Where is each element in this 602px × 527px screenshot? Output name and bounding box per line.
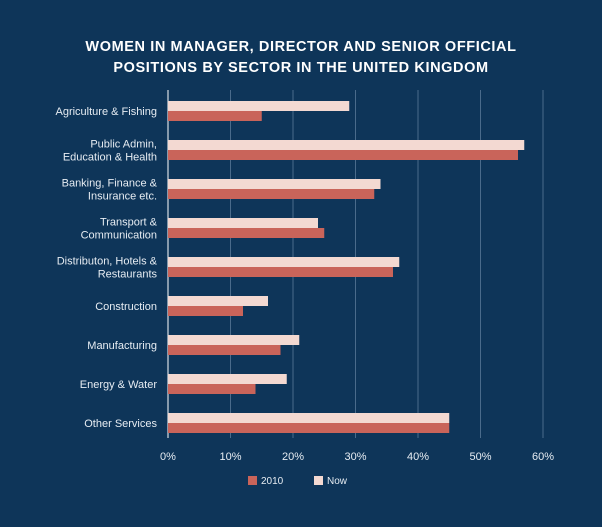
bar-now — [168, 374, 287, 384]
bar-now — [168, 101, 350, 111]
bar-2010 — [168, 423, 450, 433]
category-label: Education & Health — [63, 152, 157, 164]
bar-now — [168, 179, 381, 189]
bar-now — [168, 218, 318, 228]
x-tick-label: 50% — [469, 451, 491, 463]
x-tick-label: 20% — [282, 451, 304, 463]
category-label: Other Services — [84, 418, 157, 430]
bar-now — [168, 257, 400, 267]
chart-title-line-2: POSITIONS BY SECTOR IN THE UNITED KINGDO… — [113, 60, 489, 76]
bar-2010 — [168, 345, 281, 355]
bar-2010 — [168, 306, 243, 316]
bar-2010 — [168, 189, 375, 199]
category-label: Construction — [95, 301, 157, 313]
bar-2010 — [168, 384, 256, 394]
category-label: Transport & — [100, 217, 158, 229]
chart-title-line-1: WOMEN IN MANAGER, DIRECTOR AND SENIOR OF… — [85, 39, 517, 55]
chart-title: WOMEN IN MANAGER, DIRECTOR AND SENIOR OF… — [0, 37, 602, 79]
bar-2010 — [168, 228, 325, 238]
bar-now — [168, 335, 300, 345]
bar-2010 — [168, 150, 518, 160]
x-tick-label: 60% — [532, 451, 554, 463]
category-label: Distributon, Hotels & — [57, 256, 158, 268]
legend-swatch — [314, 476, 323, 485]
category-label: Banking, Finance & — [62, 178, 158, 190]
x-tick-label: 30% — [344, 451, 366, 463]
bar-now — [168, 413, 450, 423]
category-label: Communication — [81, 230, 157, 242]
bar-2010 — [168, 267, 393, 277]
bar-2010 — [168, 111, 262, 121]
bar-now — [168, 140, 525, 150]
category-label: Insurance etc. — [88, 191, 157, 203]
legend-label: Now — [327, 476, 348, 487]
bar-now — [168, 296, 268, 306]
category-label: Agriculture & Fishing — [56, 106, 158, 118]
category-label: Manufacturing — [87, 340, 157, 352]
x-tick-label: 10% — [219, 451, 241, 463]
legend-swatch — [248, 476, 257, 485]
legend-label: 2010 — [261, 476, 284, 487]
category-label: Restaurants — [98, 269, 158, 281]
category-label: Energy & Water — [80, 379, 158, 391]
x-tick-label: 40% — [407, 451, 429, 463]
x-tick-label: 0% — [160, 451, 176, 463]
category-label: Public Admin, — [90, 139, 157, 151]
